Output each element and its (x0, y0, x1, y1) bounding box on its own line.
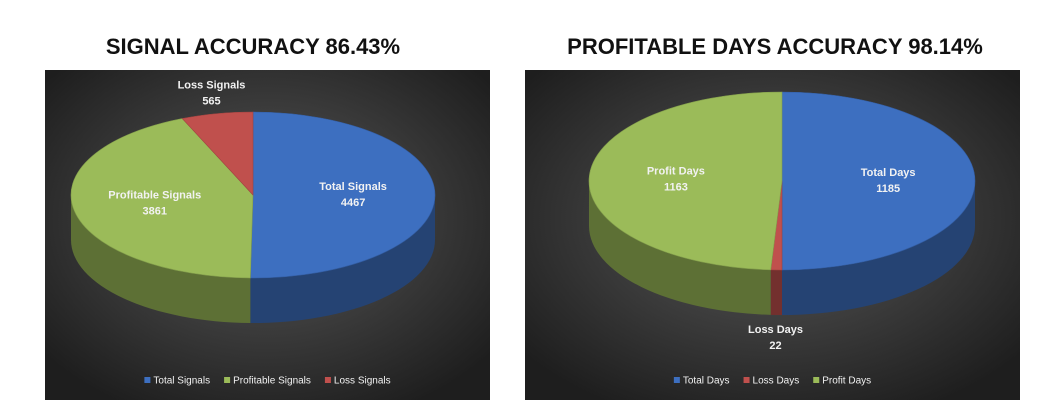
pie-slice-side (782, 181, 975, 315)
pie-slice (588, 91, 783, 271)
data-label-name: Profit Days (647, 165, 705, 177)
pie-slice-side (71, 195, 251, 323)
data-label-value: 4467 (341, 197, 365, 209)
data-label-value: 1185 (876, 183, 900, 195)
pie-slice (781, 91, 976, 271)
legend-marker (324, 377, 331, 383)
legend-label: Loss Signals (334, 376, 391, 387)
pie-slice (70, 118, 254, 279)
legend-label: Total Days (683, 376, 730, 387)
legend: Total Signals Profitable Signals Loss Sign… (144, 376, 391, 387)
data-label-value: 565 (202, 95, 220, 107)
legend-label: Total Signals (153, 376, 210, 387)
data-label-name: Loss Signals (178, 79, 246, 91)
pie-slice (181, 111, 254, 196)
legend-label: Loss Days (753, 376, 800, 387)
data-label-value: 22 (769, 340, 781, 352)
legend-label: Profit Days (822, 376, 871, 387)
data-label-name: Profitable Signals (108, 190, 201, 202)
legend-marker (743, 377, 750, 383)
pie-slice-side (770, 269, 782, 315)
pie-slice-side (250, 195, 435, 323)
legend-marker (224, 377, 231, 383)
data-label-name: Total Signals (319, 181, 387, 193)
legend-marker (144, 377, 151, 383)
data-label-value: 1163 (664, 181, 688, 193)
data-label-name: Loss Days (748, 324, 803, 336)
data-label-value: 3861 (143, 206, 167, 218)
chart: PROFITABLE DAYS ACCURACY 98.14% Total Day… (525, 34, 1020, 400)
chart-title: PROFITABLE DAYS ACCURACY 98.14% (567, 34, 983, 59)
legend-label: Profitable Signals (233, 376, 311, 387)
legend-marker (673, 377, 680, 383)
legend-marker (813, 377, 820, 383)
chart-title: SIGNAL ACCURACY 86.43% (106, 34, 400, 59)
pie-slice-side (589, 181, 771, 315)
chart: SIGNAL ACCURACY 86.43% Total Signals 4467 P… (45, 34, 490, 400)
pie-slice (250, 111, 436, 279)
data-label-name: Total Days (861, 167, 916, 179)
legend: Total Days Loss Days Profit Days (673, 376, 871, 387)
